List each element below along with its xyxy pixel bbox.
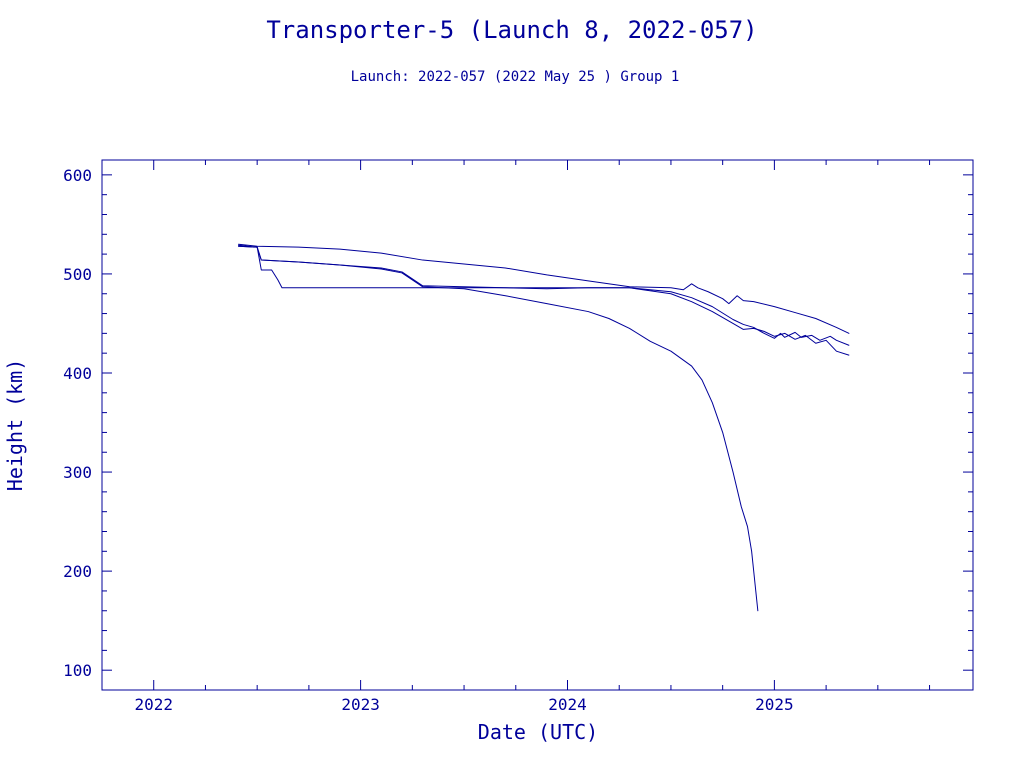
series-line-4: [238, 245, 759, 612]
y-tick-label: 100: [63, 661, 92, 680]
x-tick-label: 2025: [755, 695, 794, 714]
x-axis-label: Date (UTC): [478, 720, 598, 744]
plot-frame: [101, 159, 974, 691]
x-tick-label: 2023: [341, 695, 380, 714]
y-tick-label: 200: [63, 562, 92, 581]
x-tick-label: 2024: [548, 695, 587, 714]
y-tick-label: 400: [63, 364, 92, 383]
series-line-1: [238, 243, 850, 334]
y-tick-label: 500: [63, 265, 92, 284]
x-tick-label: 2022: [134, 695, 173, 714]
chart-title: Transporter-5 (Launch 8, 2022-057): [266, 16, 757, 44]
x-axis-ticks: 2022 2023 2024 2025: [101, 160, 931, 714]
series-lines: [238, 243, 850, 612]
chart-subtitle: Launch: 2022-057 (2022 May 25 ) Group 1: [351, 69, 680, 85]
y-axis-label: Height (km): [3, 359, 27, 491]
y-tick-label: 300: [63, 463, 92, 482]
y-tick-label: 600: [63, 166, 92, 185]
series-line-2: [238, 244, 850, 346]
series-line-3: [238, 245, 850, 356]
y-axis-ticks: 100 200 300 400 500 600: [63, 166, 973, 680]
